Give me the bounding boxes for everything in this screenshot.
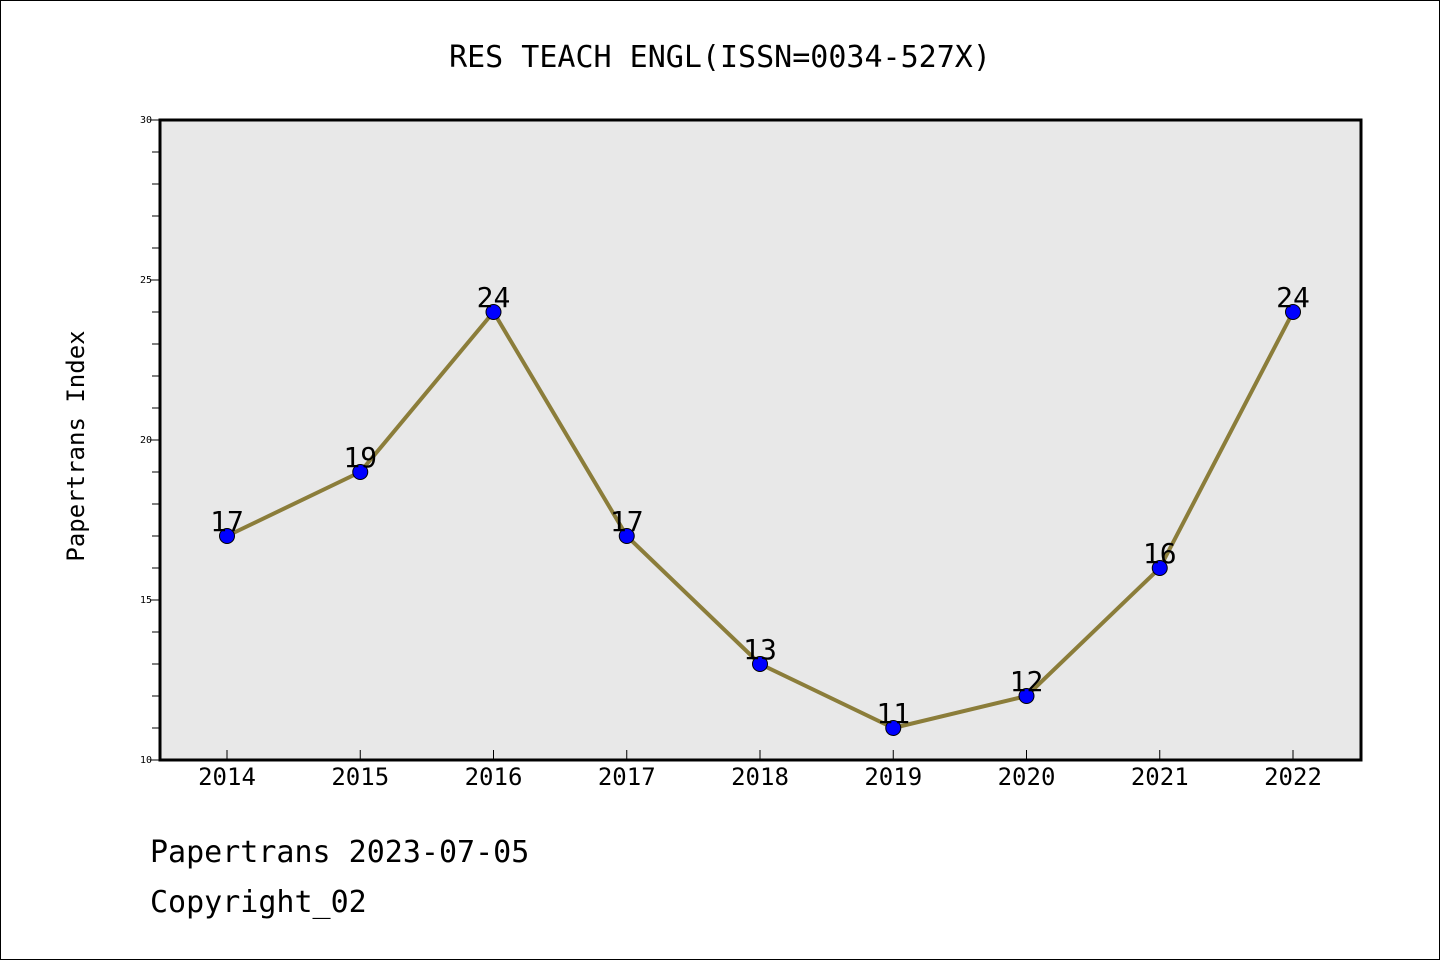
- x-tick-label: 2020: [998, 763, 1056, 791]
- data-point: [219, 528, 235, 544]
- chart-title: RES TEACH ENGL(ISSN=0034-527X): [449, 40, 991, 75]
- y-tick-label: 20: [140, 435, 152, 446]
- y-tick-label: 15: [140, 595, 152, 606]
- data-point: [1151, 560, 1168, 576]
- y-axis: 10 15 20 25 30: [140, 115, 160, 766]
- x-tick-label: 2021: [1131, 763, 1189, 791]
- x-tick-label: 2015: [331, 763, 389, 791]
- data-point: [485, 304, 502, 320]
- footer-copyright: Copyright_02: [150, 885, 367, 920]
- data-point: [352, 464, 369, 480]
- data-label: 11: [876, 697, 910, 730]
- y-tick-label: 25: [140, 275, 152, 286]
- data-label: 16: [1143, 537, 1177, 570]
- data-labels: 17 19 24 17 13 11 12 16 24: [210, 281, 1310, 730]
- y-tick-label: 30: [140, 115, 152, 126]
- data-point: [752, 656, 768, 672]
- data-point: [1018, 688, 1035, 704]
- data-label: 19: [343, 441, 377, 474]
- x-tick-label: 2022: [1264, 763, 1322, 791]
- data-label: 12: [1010, 665, 1044, 698]
- footer-source: Papertrans 2023-07-05: [150, 835, 530, 870]
- data-point: [1285, 304, 1301, 320]
- data-label: 17: [610, 505, 644, 538]
- y-tick-label: 10: [140, 755, 152, 766]
- data-label: 13: [743, 633, 777, 666]
- x-tick-label: 2017: [598, 763, 656, 791]
- x-tick-label: 2019: [864, 763, 922, 791]
- y-axis-label: Papertrans Index: [62, 330, 90, 561]
- series-markers: [219, 304, 1301, 736]
- x-axis: 2014 2015 2016 2017 2018 2019 2020 2021 2022: [198, 750, 1322, 791]
- plot-area: [158, 118, 1363, 762]
- x-tick-label: 2014: [198, 763, 256, 791]
- data-label: 24: [1276, 281, 1310, 314]
- data-label: 17: [210, 505, 244, 538]
- data-label: 24: [477, 281, 511, 314]
- data-point: [618, 528, 635, 544]
- x-tick-label: 2016: [465, 763, 523, 791]
- data-point: [885, 720, 902, 736]
- x-tick-label: 2018: [731, 763, 789, 791]
